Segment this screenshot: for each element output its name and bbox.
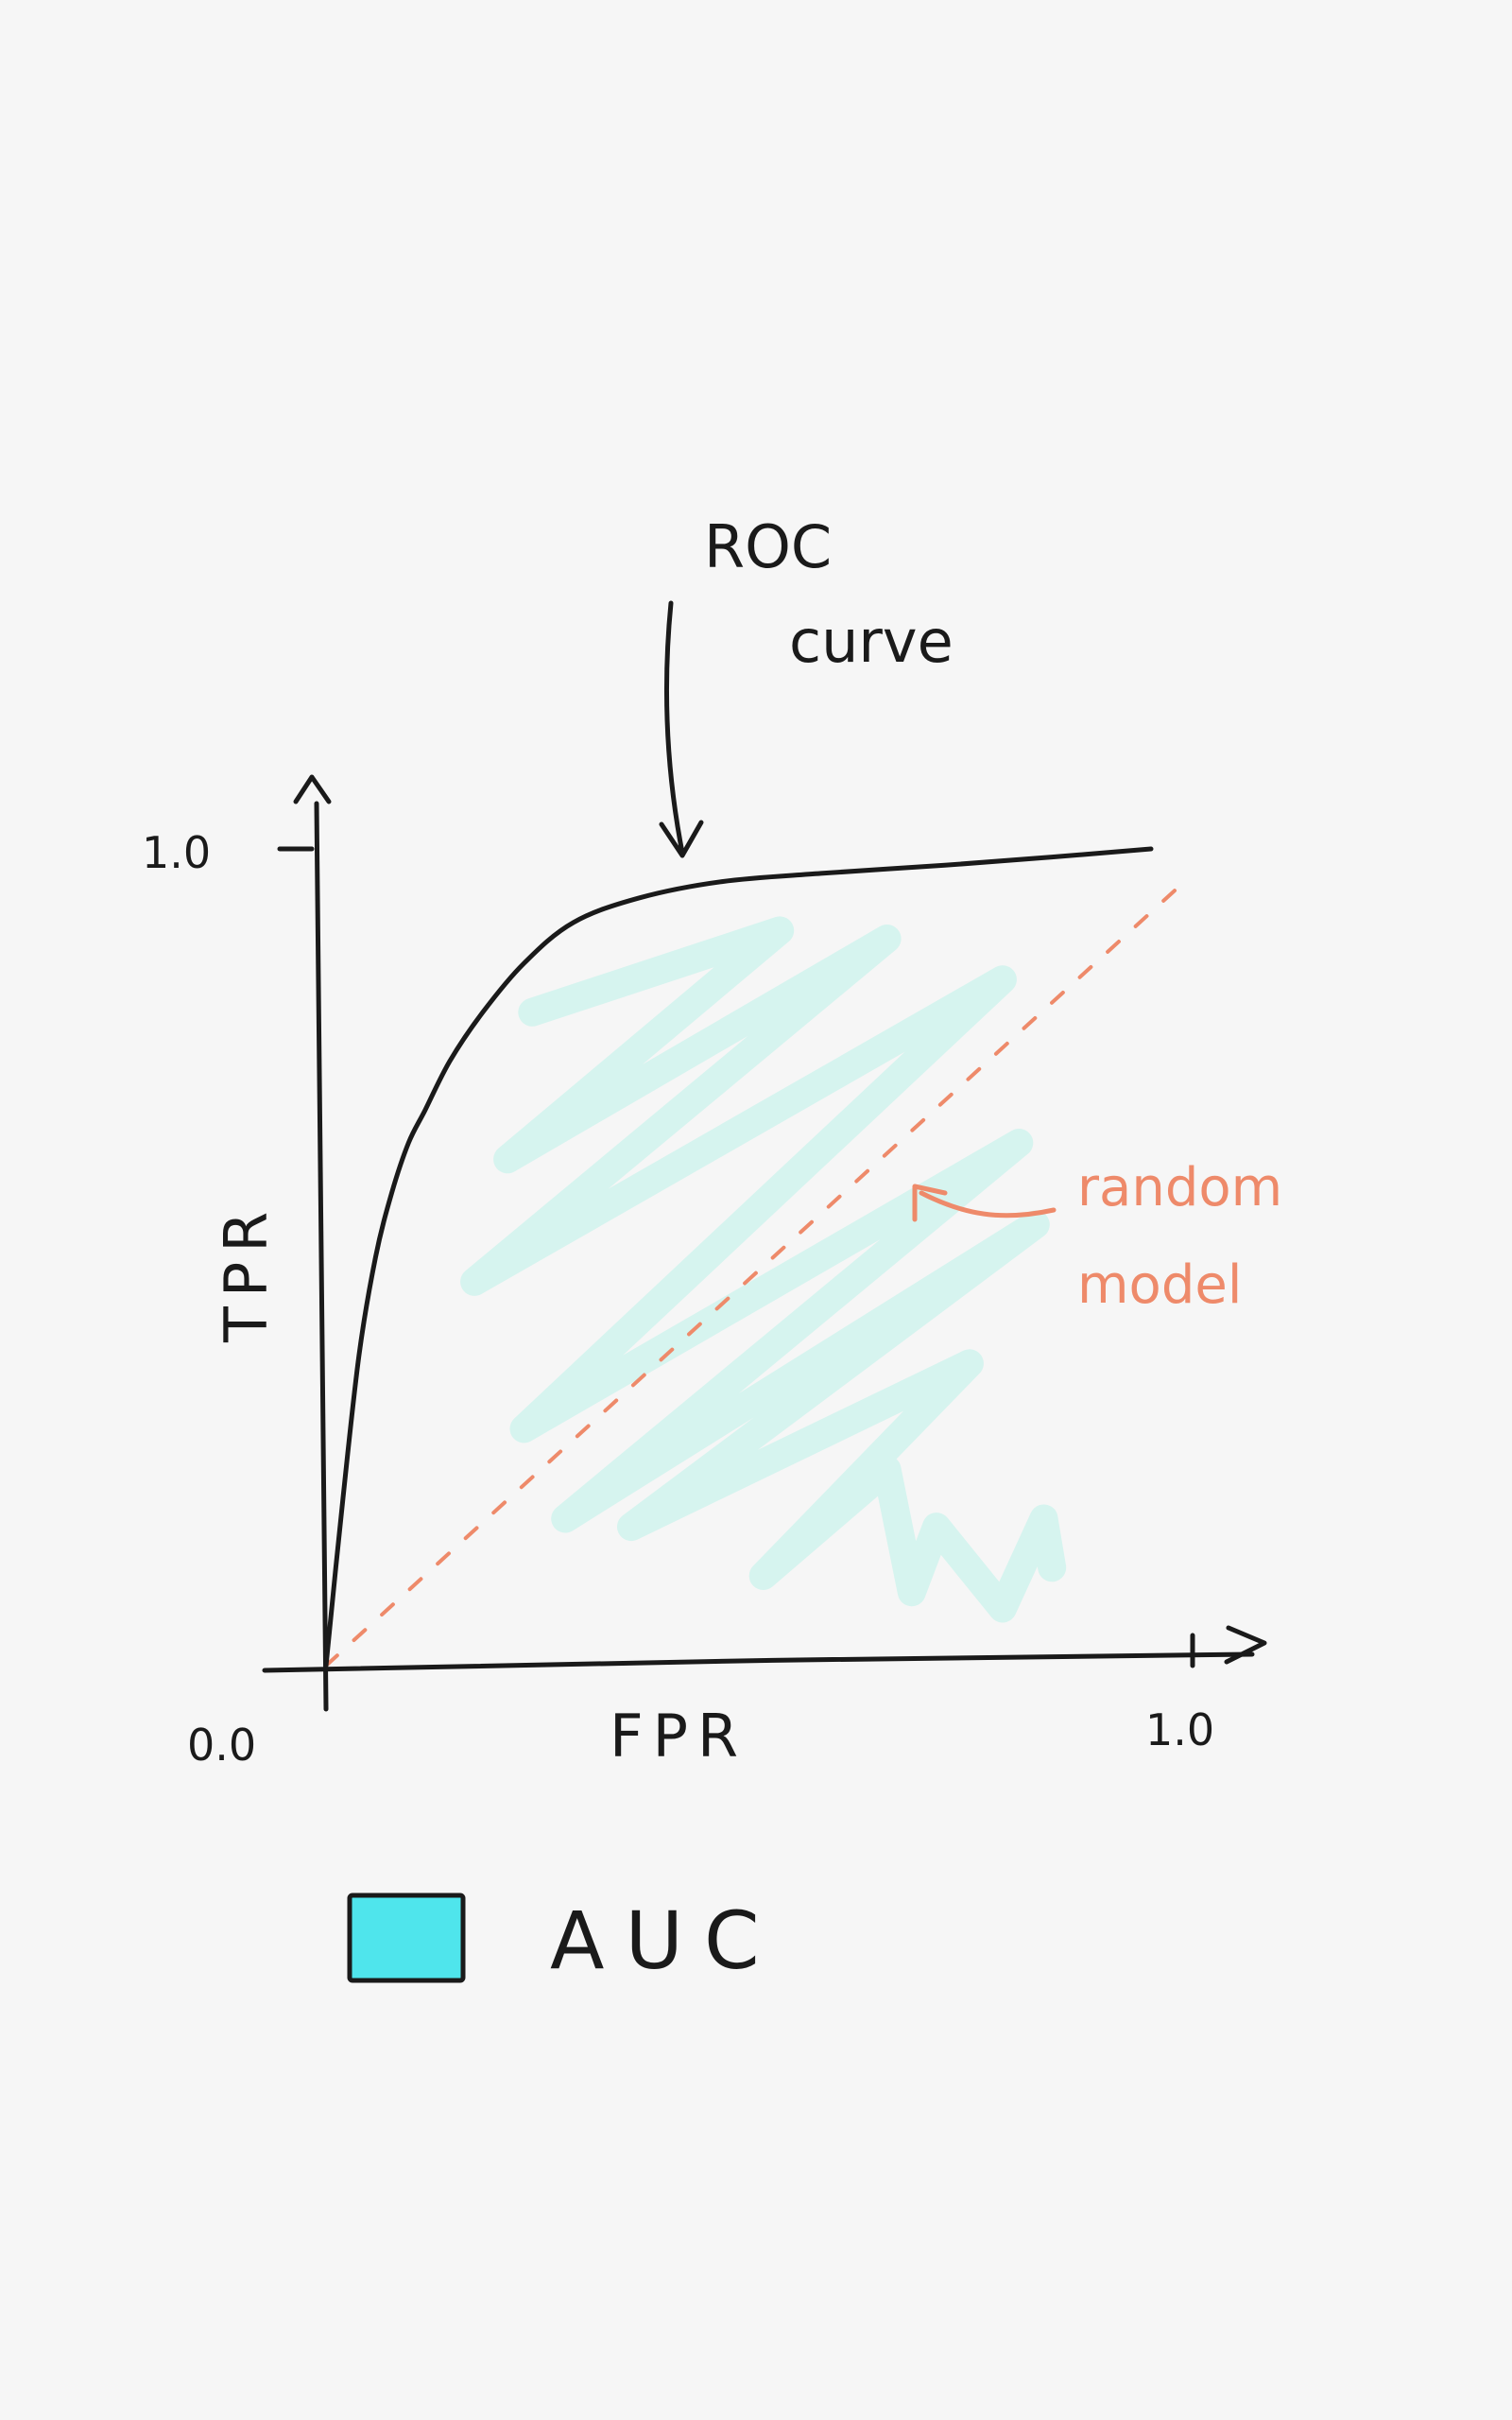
x-axis-arrowhead (1190, 1625, 1267, 1668)
x-axis (262, 1651, 1255, 1673)
roc-annotation-line-1: ROC (704, 512, 832, 581)
y-axis (314, 801, 329, 1712)
legend-swatch-auc (347, 1893, 466, 1983)
y-tick-label-max: 1.0 (142, 827, 211, 878)
x-tick-label-max: 1.0 (1145, 1704, 1214, 1755)
random-annotation-line-1: random (1077, 1157, 1282, 1219)
auc-shaded-area (460, 916, 1067, 1623)
y-axis-label: TPR (212, 1202, 281, 1343)
random-annotation-line-2: model (1077, 1254, 1242, 1316)
random-model-line (324, 880, 1186, 1668)
roc-annotation-line-2: curve (789, 607, 954, 676)
y-axis-arrowhead (293, 774, 332, 804)
x-tick-label-origin: 0.0 (187, 1720, 256, 1771)
x-axis-label: FPR (610, 1702, 747, 1771)
legend-label-auc: AUC (550, 1894, 781, 1987)
roc-curve-line (323, 846, 1154, 1668)
random-annotation-arrow (912, 1184, 1057, 1222)
roc-annotation-arrow (659, 600, 704, 858)
